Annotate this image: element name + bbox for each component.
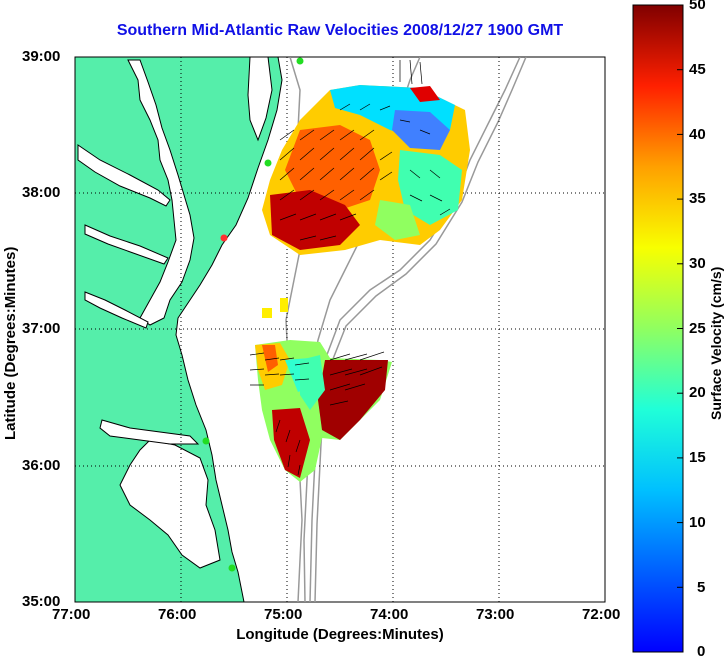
- colorbar: [632, 4, 684, 653]
- colorbar-tick-label: 45: [689, 61, 706, 78]
- chesapeake-bay: [127, 59, 195, 326]
- delaware-bay: [247, 57, 273, 142]
- colorbar-tick-label: 25: [689, 320, 706, 337]
- potomac-river: [77, 144, 171, 207]
- x-tick-label: 76:00: [158, 606, 197, 623]
- velocity-field-north: [262, 59, 470, 255]
- colorbar-label-wrap: Surface Velocity (cm/s): [690, 267, 724, 420]
- colorbar-tick-label: 40: [689, 126, 706, 143]
- colorbar-tick-label: 15: [689, 449, 706, 466]
- velocity-field-south: [249, 340, 392, 482]
- colorbar-tick-label: 5: [697, 579, 706, 596]
- x-tick-label: 77:00: [52, 606, 91, 623]
- x-axis-label: Longitude (Degrees:Minutes): [236, 626, 444, 643]
- velocity-patch-mid: [262, 298, 288, 318]
- pamlico-sound: [119, 439, 221, 569]
- colorbar-tick-label: 50: [689, 0, 706, 13]
- map-title: Southern Mid-Atlantic Raw Velocities 200…: [116, 22, 564, 39]
- y-axis-label-wrap: Latitude (Degrees:Minutes): [0, 247, 20, 440]
- colorbar-tick-label: 20: [689, 384, 706, 401]
- colorbar-label: Surface Velocity (cm/s): [708, 266, 724, 420]
- station-markers: [202, 57, 304, 572]
- colorbar-ticks: [677, 4, 683, 653]
- x-tick-label: 74:00: [370, 606, 409, 623]
- y-tick-label: 36:00: [22, 457, 61, 474]
- y-tick-label: 39:00: [22, 48, 61, 65]
- colorbar-tick-label: 10: [689, 514, 706, 531]
- y-tick-label: 37:00: [22, 320, 61, 337]
- james-river: [84, 291, 149, 329]
- x-tick-label: 75:00: [264, 606, 303, 623]
- colorbar-tick-label: 0: [697, 643, 706, 660]
- rappahannock-river: [84, 224, 169, 265]
- x-tick-label: 73:00: [476, 606, 515, 623]
- land-mass: [75, 57, 283, 602]
- colorbar-tick-label: 30: [689, 255, 706, 272]
- y-tick-label: 35:00: [22, 593, 61, 610]
- x-tick-label: 72:00: [582, 606, 621, 623]
- y-tick-label: 38:00: [22, 184, 61, 201]
- albemarle-sound: [99, 419, 200, 445]
- y-axis-label: Latitude (Degrees:Minutes): [2, 246, 19, 440]
- colorbar-tick-label: 35: [689, 190, 706, 207]
